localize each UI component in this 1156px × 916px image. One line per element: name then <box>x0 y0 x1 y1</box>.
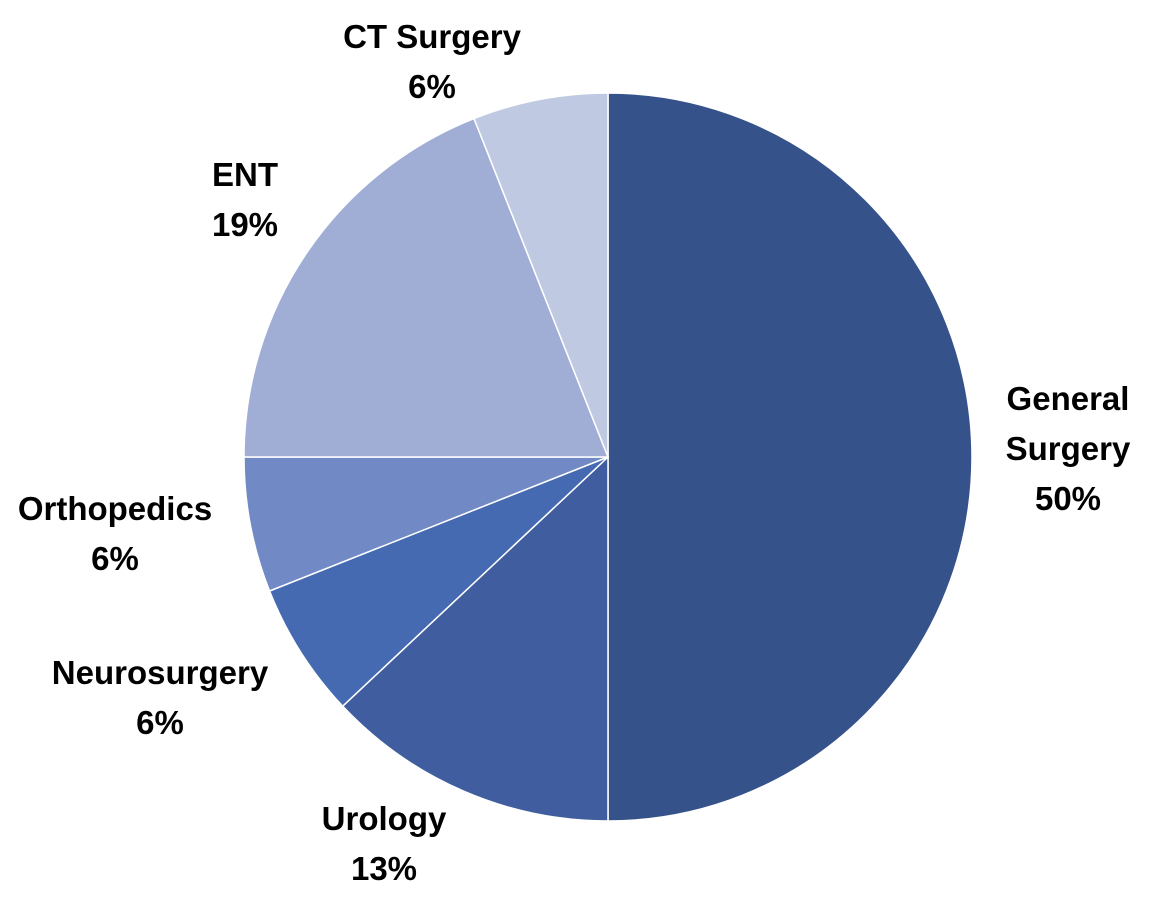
data-label-ct-surgery: CT Surgery 6% <box>343 18 522 105</box>
data-label-neurosurgery: Neurosurgery 6% <box>52 654 269 741</box>
data-label-category: ENT <box>212 156 278 193</box>
pie-slice-ct-surgery <box>473 92 609 458</box>
pie-slice-urology <box>341 455 609 822</box>
pie-slice-general-surgery <box>607 92 973 822</box>
data-label-category: Neurosurgery <box>52 654 269 691</box>
data-label-category: CT Surgery <box>343 18 522 55</box>
pie-slice-ent <box>243 117 610 458</box>
slices-layer <box>243 92 973 822</box>
data-label-percent: 50% <box>1035 480 1101 517</box>
data-label-ent: ENT 19% <box>212 156 278 243</box>
pie-slice-orthopedics <box>243 456 609 592</box>
data-label-percent: 6% <box>136 704 184 741</box>
data-label-urology: Urology 13% <box>322 800 447 887</box>
data-label-category: Surgery <box>1006 430 1131 467</box>
data-label-orthopedics: Orthopedics 6% <box>18 490 212 577</box>
labels-layer: General Surgery 50% Urology 13% Neurosurgery 6… <box>18 18 1131 887</box>
data-label-percent: 19% <box>212 206 278 243</box>
data-label-category: Orthopedics <box>18 490 212 527</box>
pie-slice-neurosurgery <box>268 456 609 708</box>
data-label-percent: 6% <box>91 540 139 577</box>
data-label-general-surgery: General Surgery 50% <box>1006 380 1131 517</box>
data-label-percent: 6% <box>408 68 456 105</box>
data-label-category: General <box>1007 380 1130 417</box>
data-label-category: Urology <box>322 800 447 837</box>
data-label-percent: 13% <box>351 850 417 887</box>
